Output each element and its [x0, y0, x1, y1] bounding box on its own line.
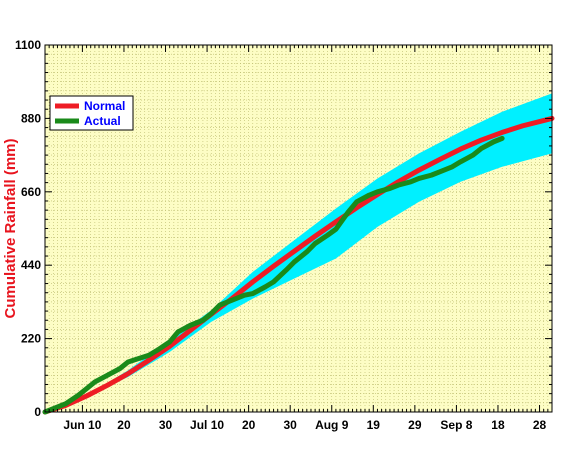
y-tick-label: 0	[34, 405, 41, 419]
grid-lines	[44, 44, 553, 413]
x-tick-labels: Jun 10 20 30 Jul 10 20 30 Aug 9 19 29 Sep 8 18 28	[63, 418, 546, 432]
x-tick-label: 18	[491, 418, 505, 432]
series-lines	[42, 115, 555, 415]
legend-label-normal: Normal	[84, 99, 125, 113]
y-tick-label: 880	[21, 111, 41, 125]
x-tick-label: 28	[533, 418, 547, 432]
legend-label-actual: Actual	[84, 114, 121, 128]
y-axis-title: Cumulative Rainfall (mm)	[2, 138, 19, 318]
y-tick-labels: 0 220 440 660 880 1100	[15, 38, 41, 419]
legend-box	[49, 95, 134, 131]
legend: Normal Actual	[49, 95, 134, 131]
y-tick-label: 1100	[15, 38, 41, 52]
y-tick-label: 440	[21, 258, 41, 272]
y-tick-label: 220	[21, 332, 41, 346]
x-tick-label: 20	[242, 418, 256, 432]
series-line-normal	[42, 115, 555, 415]
x-tick-label: 20	[117, 418, 131, 432]
x-tick-label: 30	[284, 418, 298, 432]
x-tick-label: Jun 10	[63, 418, 101, 432]
x-tick-label: 30	[159, 418, 173, 432]
axis-ticks	[44, 44, 553, 413]
x-tick-label: Jul 10	[190, 418, 224, 432]
y-tick-label: 660	[21, 185, 41, 199]
normal-range-band	[45, 93, 552, 413]
x-tick-label: 29	[408, 418, 422, 432]
x-tick-label: Aug 9	[315, 418, 349, 432]
x-tick-label: 19	[367, 418, 381, 432]
series-line-actual	[42, 135, 505, 415]
x-tick-label: Sep 8	[440, 418, 472, 432]
